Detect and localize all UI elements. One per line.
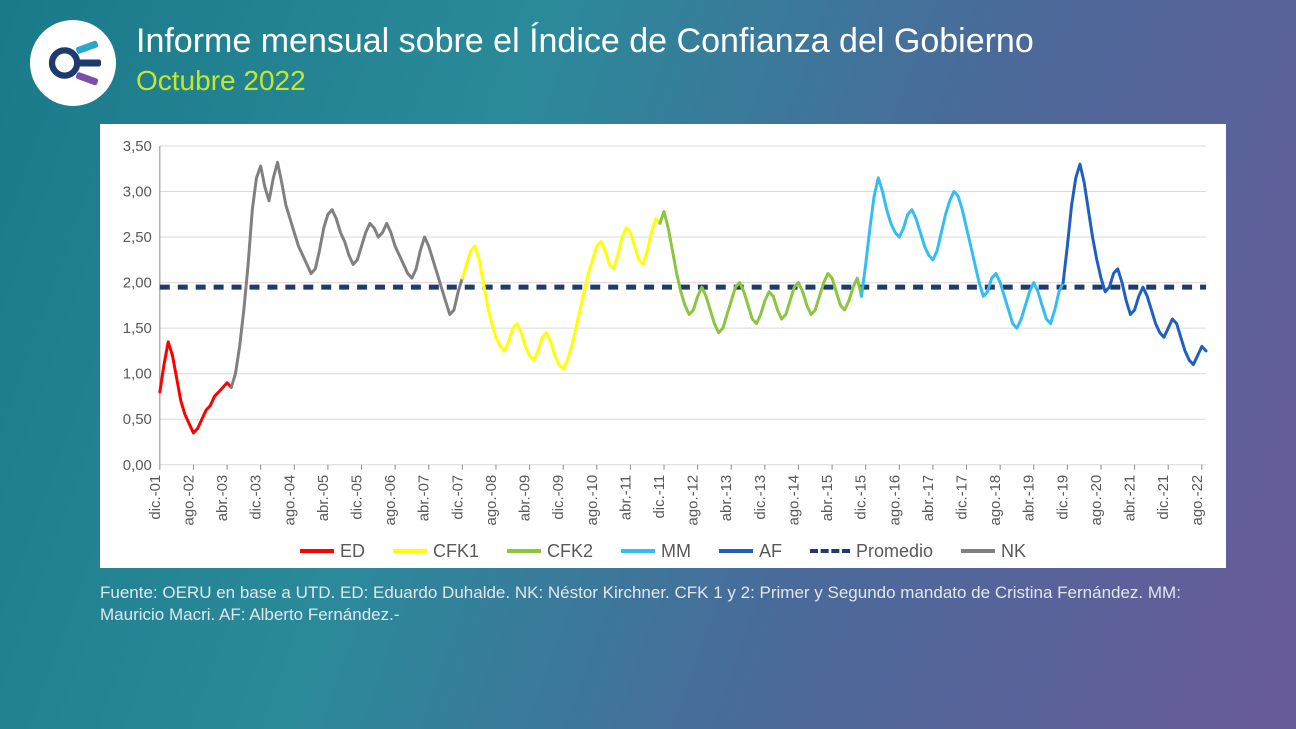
legend-item-af: AF <box>719 541 782 562</box>
svg-text:ago.-16: ago.-16 <box>886 475 903 526</box>
legend-label: CFK1 <box>433 541 479 562</box>
svg-text:dic.-03: dic.-03 <box>248 475 265 520</box>
svg-text:ago.-22: ago.-22 <box>1189 475 1206 526</box>
svg-text:0,50: 0,50 <box>123 411 152 428</box>
legend-swatch <box>810 549 850 553</box>
footer-source: Fuente: OERU en base a UTD. ED: Eduardo … <box>0 568 1296 628</box>
svg-text:dic.-11: dic.-11 <box>651 475 668 519</box>
svg-text:1,00: 1,00 <box>123 366 152 383</box>
svg-text:abr.-15: abr.-15 <box>819 475 836 522</box>
legend-label: ED <box>340 541 365 562</box>
svg-text:ago.-06: ago.-06 <box>382 475 399 526</box>
svg-text:dic.-07: dic.-07 <box>449 475 466 520</box>
svg-text:abr.-19: abr.-19 <box>1021 475 1038 522</box>
page-title: Informe mensual sobre el Índice de Confi… <box>136 20 1256 63</box>
logo <box>30 20 116 106</box>
page-subtitle: Octubre 2022 <box>136 65 1256 97</box>
svg-text:dic.-15: dic.-15 <box>853 475 870 520</box>
logo-icon <box>38 28 108 98</box>
svg-text:3,50: 3,50 <box>123 138 152 155</box>
legend-item-nk: NK <box>961 541 1026 562</box>
svg-text:abr.-05: abr.-05 <box>315 475 332 522</box>
svg-text:2,00: 2,00 <box>123 275 152 292</box>
legend-swatch <box>961 549 995 553</box>
svg-text:abr.-03: abr.-03 <box>214 475 231 522</box>
legend-swatch <box>393 549 427 553</box>
svg-text:ago.-18: ago.-18 <box>987 475 1004 526</box>
chart-container: 0,00 0,50 1,00 1,50 2,00 2,50 3,00 3,50 dic.-01 a… <box>100 124 1226 568</box>
svg-text:abr.-09: abr.-09 <box>517 475 534 522</box>
legend-swatch <box>300 549 334 553</box>
svg-text:ago.-12: ago.-12 <box>685 475 702 526</box>
chart-legend: ED CFK1 CFK2 MM AF Promedio NK <box>110 535 1216 562</box>
svg-text:dic.-05: dic.-05 <box>349 475 366 520</box>
legend-swatch <box>507 549 541 553</box>
legend-item-promedio: Promedio <box>810 541 933 562</box>
svg-text:dic.-09: dic.-09 <box>550 475 567 520</box>
svg-text:3,00: 3,00 <box>123 183 152 200</box>
line-chart: 0,00 0,50 1,00 1,50 2,00 2,50 3,00 3,50 dic.-01 a… <box>110 136 1216 535</box>
svg-text:dic.-17: dic.-17 <box>954 475 971 520</box>
svg-text:ago.-08: ago.-08 <box>483 475 500 526</box>
svg-text:ago.-02: ago.-02 <box>180 475 197 526</box>
svg-text:ago.-10: ago.-10 <box>584 475 601 526</box>
legend-label: Promedio <box>856 541 933 562</box>
svg-text:dic.-21: dic.-21 <box>1155 475 1172 520</box>
legend-item-cfk1: CFK1 <box>393 541 479 562</box>
svg-text:abr.-11: abr.-11 <box>617 475 634 520</box>
legend-swatch <box>621 549 655 553</box>
legend-label: MM <box>661 541 691 562</box>
svg-text:ago.-14: ago.-14 <box>785 475 802 526</box>
legend-item-cfk2: CFK2 <box>507 541 593 562</box>
svg-text:2,50: 2,50 <box>123 229 152 246</box>
svg-text:ago.-04: ago.-04 <box>281 475 298 526</box>
svg-text:abr.-13: abr.-13 <box>718 475 735 522</box>
header: Informe mensual sobre el Índice de Confi… <box>0 0 1296 116</box>
legend-label: CFK2 <box>547 541 593 562</box>
legend-swatch <box>719 549 753 553</box>
svg-text:abr.-21: abr.-21 <box>1122 475 1139 522</box>
legend-item-ed: ED <box>300 541 365 562</box>
svg-text:dic.-13: dic.-13 <box>752 475 769 520</box>
title-block: Informe mensual sobre el Índice de Confi… <box>136 20 1256 97</box>
legend-label: NK <box>1001 541 1026 562</box>
svg-text:abr.-07: abr.-07 <box>416 475 433 522</box>
svg-text:0,00: 0,00 <box>123 457 152 474</box>
svg-text:dic.-19: dic.-19 <box>1054 475 1071 520</box>
svg-text:dic.-01: dic.-01 <box>147 475 164 520</box>
legend-label: AF <box>759 541 782 562</box>
svg-text:ago.-20: ago.-20 <box>1088 475 1105 526</box>
svg-text:1,50: 1,50 <box>123 320 152 337</box>
legend-item-mm: MM <box>621 541 691 562</box>
svg-text:abr.-17: abr.-17 <box>920 475 937 522</box>
